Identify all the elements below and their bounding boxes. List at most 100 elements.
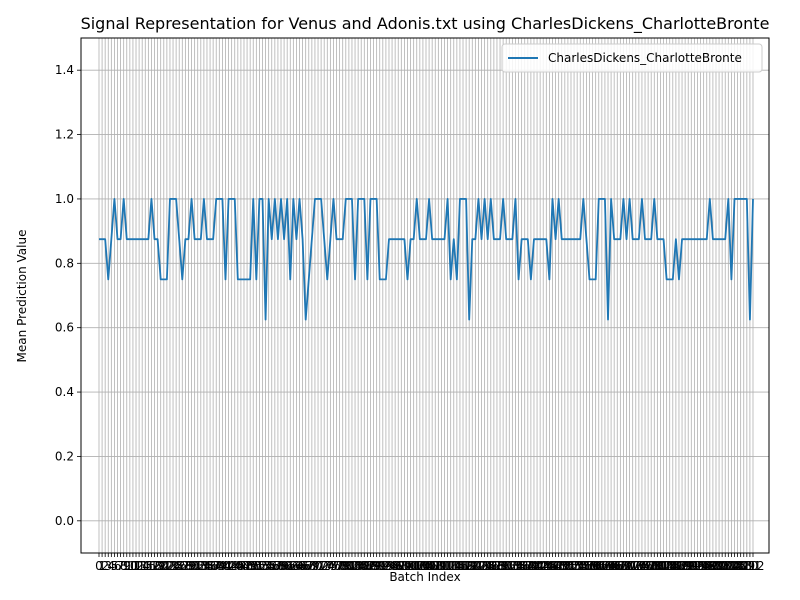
x-tick-label: 177: [634, 559, 657, 573]
x-tick-label: 1: [98, 559, 106, 573]
legend-box: [501, 43, 763, 73]
x-tick-label: 38: [209, 559, 224, 573]
x-tick-label: 190: [674, 559, 697, 573]
y-tick-label: 0.0: [55, 514, 74, 528]
x-tick-label: 53: [255, 559, 270, 573]
x-tick-label: 54: [258, 559, 273, 573]
x-tick-label: 150: [550, 559, 573, 573]
x-tick-label: 75: [323, 559, 338, 573]
x-tick-label: 187: [664, 559, 687, 573]
x-tick-label: 124: [470, 559, 493, 573]
x-tick-label: 62: [283, 559, 298, 573]
x-tick-label: 140: [519, 559, 542, 573]
x-tick-label: 95: [384, 559, 399, 573]
x-tick-label: 180: [643, 559, 666, 573]
x-tick-label: 133: [498, 559, 521, 573]
x-tick-label: 56: [264, 559, 279, 573]
x-tick-label: 154: [563, 559, 586, 573]
x-tick-label: 64: [289, 559, 304, 573]
x-tick-label: 91: [372, 559, 387, 573]
x-tick-label: 145: [535, 559, 558, 573]
x-tick-label: 73: [317, 559, 332, 573]
x-tick-label: 86: [357, 559, 372, 573]
x-tick-label: 123: [467, 559, 490, 573]
x-tick-label: 191: [677, 559, 700, 573]
x-tick-label: 31: [187, 559, 202, 573]
x-gridlines: [98, 38, 754, 553]
x-tick-label: 163: [590, 559, 613, 573]
x-tick-label: 185: [658, 559, 681, 573]
x-tick-label: 176: [630, 559, 653, 573]
x-tick-label: 170: [612, 559, 635, 573]
x-tick-label: 12: [128, 559, 143, 573]
y-tick-label: 0.6: [55, 321, 74, 335]
x-tick-label: 71: [310, 559, 325, 573]
x-tick-label: 49: [243, 559, 258, 573]
x-tick-label: 37: [206, 559, 221, 573]
y-tick-label: 0.8: [55, 256, 74, 270]
x-tick-label: 5: [111, 559, 119, 573]
x-tick-label: 103: [405, 559, 428, 573]
x-tick-label: 144: [532, 559, 555, 573]
x-tick-label: 199: [701, 559, 724, 573]
x-tick-label: 63: [286, 559, 301, 573]
x-tick-label: 181: [646, 559, 669, 573]
x-axis-ticks: 0123456789101112131415161718192021222324…: [95, 553, 764, 573]
x-tick-label: 112: [433, 559, 456, 573]
x-tick-label: 34: [196, 559, 211, 573]
x-tick-label: 50: [246, 559, 261, 573]
x-tick-label: 105: [411, 559, 434, 573]
x-tick-label: 35: [199, 559, 214, 573]
x-tick-label: 143: [529, 559, 552, 573]
x-tick-label: 110: [427, 559, 450, 573]
x-tick-label: 198: [698, 559, 721, 573]
x-tick-label: 207: [726, 559, 749, 573]
x-tick-label: 116: [445, 559, 468, 573]
plot-area-frame: [80, 37, 770, 554]
x-tick-label: 206: [723, 559, 746, 573]
x-tick-label: 7: [117, 559, 125, 573]
x-tick-label: 138: [513, 559, 536, 573]
x-tick-label: 164: [593, 559, 616, 573]
x-tick-label: 210: [735, 559, 758, 573]
x-tick-label: 119: [455, 559, 478, 573]
x-tick-label: 96: [388, 559, 403, 573]
x-tick-label: 44: [227, 559, 242, 573]
x-tick-label: 174: [624, 559, 647, 573]
x-tick-label: 152: [556, 559, 579, 573]
x-tick-label: 162: [587, 559, 610, 573]
x-tick-label: 83: [347, 559, 362, 573]
x-tick-label: 137: [510, 559, 533, 573]
x-tick-label: 79: [335, 559, 350, 573]
x-tick-label: 107: [418, 559, 441, 573]
x-tick-label: 27: [175, 559, 190, 573]
x-tick-label: 61: [280, 559, 295, 573]
x-tick-label: 77: [329, 559, 344, 573]
y-tick-label: 1.4: [55, 63, 74, 77]
x-tick-label: 102: [402, 559, 425, 573]
x-tick-label: 97: [391, 559, 406, 573]
x-tick-label: 51: [249, 559, 264, 573]
x-tick-label: 89: [366, 559, 381, 573]
x-axis-label: Batch Index: [389, 570, 460, 584]
x-tick-label: 111: [430, 559, 453, 573]
x-tick-label: 26: [172, 559, 187, 573]
x-tick-label: 188: [668, 559, 691, 573]
x-tick-label: 36: [202, 559, 217, 573]
x-tick-label: 4: [108, 559, 116, 573]
x-tick-label: 155: [566, 559, 589, 573]
x-tick-label: 108: [421, 559, 444, 573]
x-tick-label: 81: [341, 559, 356, 573]
x-tick-label: 55: [261, 559, 276, 573]
x-tick-label: 183: [652, 559, 675, 573]
y-tick-label: 1.2: [55, 128, 74, 142]
x-tick-label: 80: [338, 559, 353, 573]
x-tick-label: 99: [397, 559, 412, 573]
x-tick-label: 23: [162, 559, 177, 573]
x-tick-label: 189: [671, 559, 694, 573]
x-tick-label: 85: [354, 559, 369, 573]
x-tick-label: 167: [603, 559, 626, 573]
x-tick-label: 84: [350, 559, 365, 573]
x-tick-label: 43: [224, 559, 239, 573]
x-tick-label: 200: [705, 559, 728, 573]
